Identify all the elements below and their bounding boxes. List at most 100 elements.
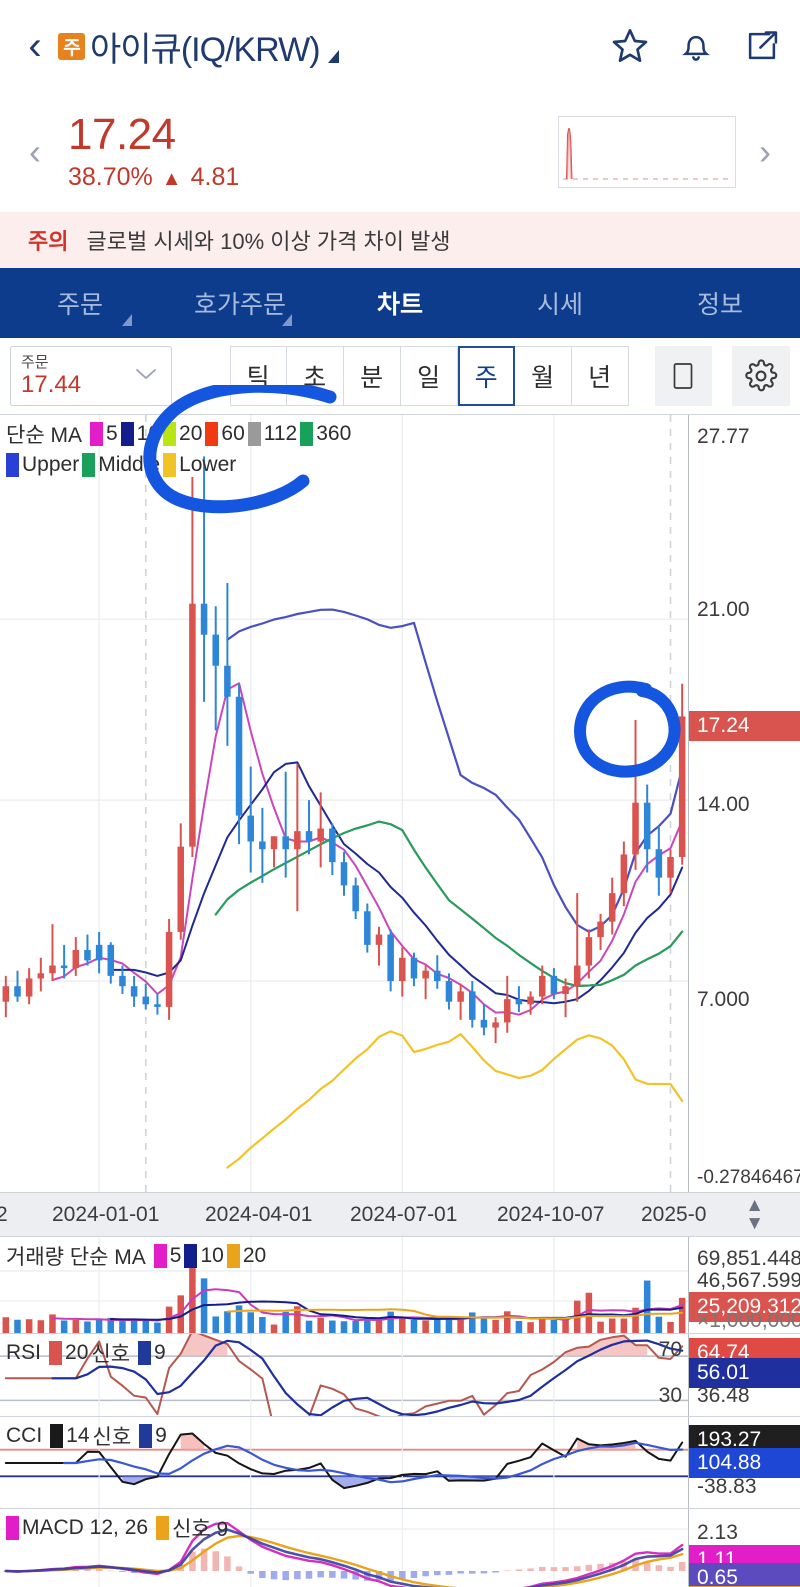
date-axis[interactable]: 2 2024-01-01 2024-04-01 2024-07-01 2024-… [0,1192,800,1236]
ma60-swatch [205,422,219,446]
page-title: 아이큐(IQ/KRW) [90,30,321,69]
timeframe-second[interactable]: 초 [286,346,344,406]
macd-signal-label: 신호 9 [172,1518,229,1541]
vol-ma20-swatch [226,1244,240,1268]
macd-axis: 2.13 1.11 0.65 -0.24 [688,1509,800,1587]
square-icon[interactable] [654,346,713,406]
ma10-swatch [120,422,134,446]
back-icon[interactable]: ‹ [28,24,42,68]
price-axis-label-4: -0.27846467 [697,1167,800,1188]
rsi-legend: RSI 20 신호 9 [6,1338,166,1368]
main-tabs: 주문 호가주문 차트 시세 정보 [0,268,800,338]
symbol-title[interactable]: 주 아이큐(IQ/KRW) [58,22,339,71]
current-price-tag: 17.24 [689,711,800,741]
gear-icon[interactable] [732,346,790,406]
tab-order[interactable]: 주문 [0,268,160,338]
warning-banner: 주의 글로벌 시세와 10% 이상 가격 차이 발생 [0,212,800,268]
ma-legend-title: 단순 MA [6,424,82,447]
share-icon[interactable] [742,26,782,66]
macd-signal-swatch [156,1516,170,1540]
rsi-legend-title: RSI [6,1341,42,1364]
price-chart-panel[interactable]: 단순 MA 5 10 20 60 112 360 Upper Middle [0,385,800,1193]
bb-middle-swatch [82,453,96,477]
rsi-axis-bottom-label: 36.48 [697,1384,750,1407]
warning-tag: 주의 [28,229,69,254]
cci-line-swatch [50,1424,64,1448]
rsi-panel[interactable]: RSI 20 신호 9 70 30 64.74 56.01 36.48 [0,1333,800,1417]
vol-ma10-swatch [184,1244,198,1268]
tab-quote-order[interactable]: 호가주문 [160,268,320,338]
macd-signal-value-tag: 0.65 [689,1563,800,1587]
tab-chart[interactable]: 차트 [320,268,480,338]
timeframe-month[interactable]: 월 [514,346,572,406]
ma60-label: 60 [221,422,245,445]
vol-ma5-swatch [153,1244,167,1268]
tab-corner-icon [122,314,132,326]
timeframe-buttons: 틱 초 분 일 주 월 년 [229,346,629,406]
tab-corner-icon [282,314,292,326]
axis-scale-handle[interactable]: ▲ ▼ [745,1195,764,1234]
tab-label: 정보 [696,291,743,319]
volume-chart-canvas [0,1237,688,1334]
price-axis-label-0: 27.77 [697,425,750,448]
price-axis-label-1: 21.00 [697,598,750,621]
macd-chart-canvas [0,1509,688,1587]
cci-panel[interactable]: CCI 14 신호 9 193.27 104.88 -38.83 [0,1416,800,1509]
price-axis-label-3: 7.000 [697,988,750,1011]
ma360-swatch [300,422,314,446]
price-axis[interactable]: 27.77 21.00 17.24 14.00 7.000 -0.2784646… [688,415,800,1192]
price-chart-legend: 단순 MA 5 10 20 60 112 360 Upper Middle [6,419,351,477]
rsi-chart-canvas [0,1334,688,1417]
change-direction-icon: ▲ [161,168,182,191]
timeframe-day[interactable]: 일 [400,346,458,406]
bb-upper-swatch [6,453,19,477]
sparkline-minichart[interactable] [558,116,736,188]
warning-text: 글로벌 시세와 10% 이상 가격 차이 발생 [86,229,451,254]
order-dropdown-label: 주문 [21,353,49,371]
next-symbol-icon[interactable]: › [759,131,771,172]
cci-signal-period: 9 [155,1424,167,1447]
order-price-dropdown[interactable]: 주문 17.44 [10,346,172,406]
timeframe-minute[interactable]: 분 [343,346,401,406]
bb-lower-label: Lower [179,453,237,476]
rsi-axis: 64.74 56.01 36.48 [688,1334,800,1416]
chevron-expand-icon[interactable] [327,49,339,63]
date-label-5: 2025-0 [641,1202,707,1226]
change-absolute: 4.81 [190,163,240,192]
tab-label: 차트 [376,291,423,319]
tab-quotes[interactable]: 시세 [480,268,640,338]
prev-symbol-icon[interactable]: ‹ [29,131,41,172]
bb-middle-label: Middle [98,453,161,476]
ma-legend: 단순 MA 5 10 20 60 112 360 [6,419,351,449]
volume-legend: 거래량 단순 MA 5 10 20 [6,1241,266,1271]
bell-icon[interactable] [676,26,716,66]
ma5-swatch [89,422,103,446]
ma20-label: 20 [179,422,203,445]
rsi-signal-text: 신호 [91,1343,131,1366]
rsi-signal-period: 9 [154,1341,166,1364]
cci-axis: 193.27 104.88 -38.83 [688,1417,800,1508]
change-percent: 38.70% [68,163,153,192]
date-label-4: 2024-10-07 [497,1202,605,1226]
header-actions [610,26,782,66]
tab-info[interactable]: 정보 [640,268,800,338]
chevron-down-icon[interactable] [131,363,161,389]
macd-line-swatch [6,1516,19,1540]
timeframe-year[interactable]: 년 [571,346,629,406]
timeframe-tick[interactable]: 틱 [229,346,287,406]
chart-toolbar: 주문 17.44 틱 초 분 일 주 월 년 [0,338,800,414]
ma360-label: 360 [316,422,352,445]
star-icon[interactable] [610,26,650,66]
vol-ma10-label: 10 [200,1244,224,1267]
volume-axis: 69,851.448 46,567.599 25,209.312 ×1,000,… [688,1237,800,1333]
cci-period-label: 14 [66,1424,90,1447]
price-axis-label-2: 14.00 [697,793,750,816]
macd-panel[interactable]: MACD 12, 26 신호 9 2.13 1.11 0.65 -0.24 [0,1508,800,1587]
rsi-level-low: 30 [658,1384,682,1407]
ma112-swatch [247,422,261,446]
timeframe-week[interactable]: 주 [457,346,515,406]
price-summary: ‹ 17.24 38.70% ▲ 4.81 › [0,92,800,212]
macd-axis-top-label: 2.13 [697,1521,738,1544]
bollinger-legend: Upper Middle Lower [6,453,351,477]
volume-panel[interactable]: 거래량 단순 MA 5 10 20 69,851.448 46,567.599 … [0,1236,800,1334]
